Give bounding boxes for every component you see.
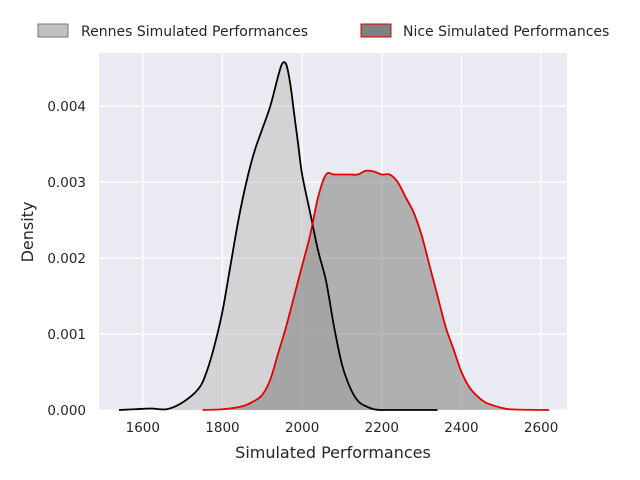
legend: Rennes Simulated Performances Nice Simul… bbox=[37, 23, 609, 40]
density-area-rennes bbox=[118, 62, 438, 411]
x-tick-label: 2200 bbox=[365, 420, 399, 436]
legend-swatch-rennes bbox=[37, 23, 69, 38]
density-areas bbox=[118, 61, 550, 411]
y-tick-label: 0.002 bbox=[47, 251, 86, 267]
density-line-nice bbox=[202, 169, 550, 411]
y-tick-label: 0.000 bbox=[47, 403, 86, 419]
density-line-rennes bbox=[118, 61, 438, 411]
density-area-nice bbox=[202, 170, 550, 410]
x-axis-ticks: 1600 1800 2000 2200 2400 2600 bbox=[126, 420, 559, 436]
legend-label-rennes: Rennes Simulated Performances bbox=[81, 24, 308, 40]
legend-label-nice: Nice Simulated Performances bbox=[403, 24, 609, 40]
y-axis-ticks: 0.000 0.001 0.002 0.003 0.004 bbox=[47, 99, 86, 419]
y-tick-label: 0.003 bbox=[47, 175, 86, 191]
legend-swatch-nice bbox=[360, 23, 392, 38]
x-tick-label: 1800 bbox=[205, 420, 239, 436]
x-tick-label: 2000 bbox=[285, 420, 319, 436]
x-tick-label: 2400 bbox=[444, 420, 478, 436]
y-axis-label: Density bbox=[18, 202, 37, 263]
y-tick-label: 0.004 bbox=[47, 99, 86, 115]
y-tick-label: 0.001 bbox=[47, 327, 86, 343]
x-tick-label: 1600 bbox=[126, 420, 160, 436]
x-axis-label: Simulated Performances bbox=[235, 443, 431, 462]
x-tick-label: 2600 bbox=[524, 420, 558, 436]
